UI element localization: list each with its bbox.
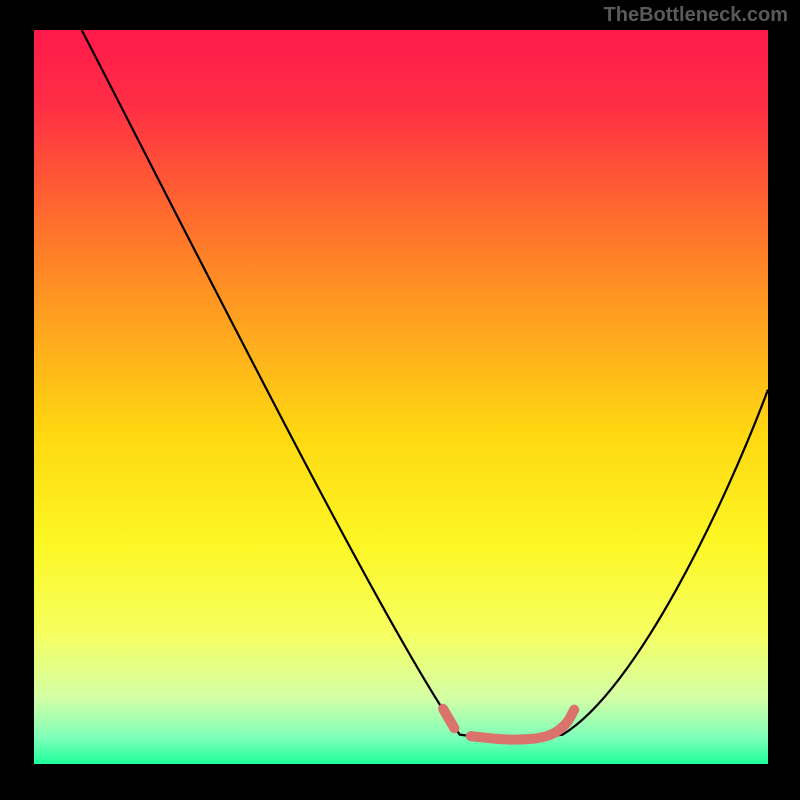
plot-area <box>34 30 768 764</box>
highlight-segment <box>471 710 574 740</box>
bottleneck-curve <box>82 30 768 739</box>
attribution-text: TheBottleneck.com <box>604 4 788 27</box>
curve-layer <box>34 30 768 764</box>
highlight-left-tick <box>443 709 454 728</box>
